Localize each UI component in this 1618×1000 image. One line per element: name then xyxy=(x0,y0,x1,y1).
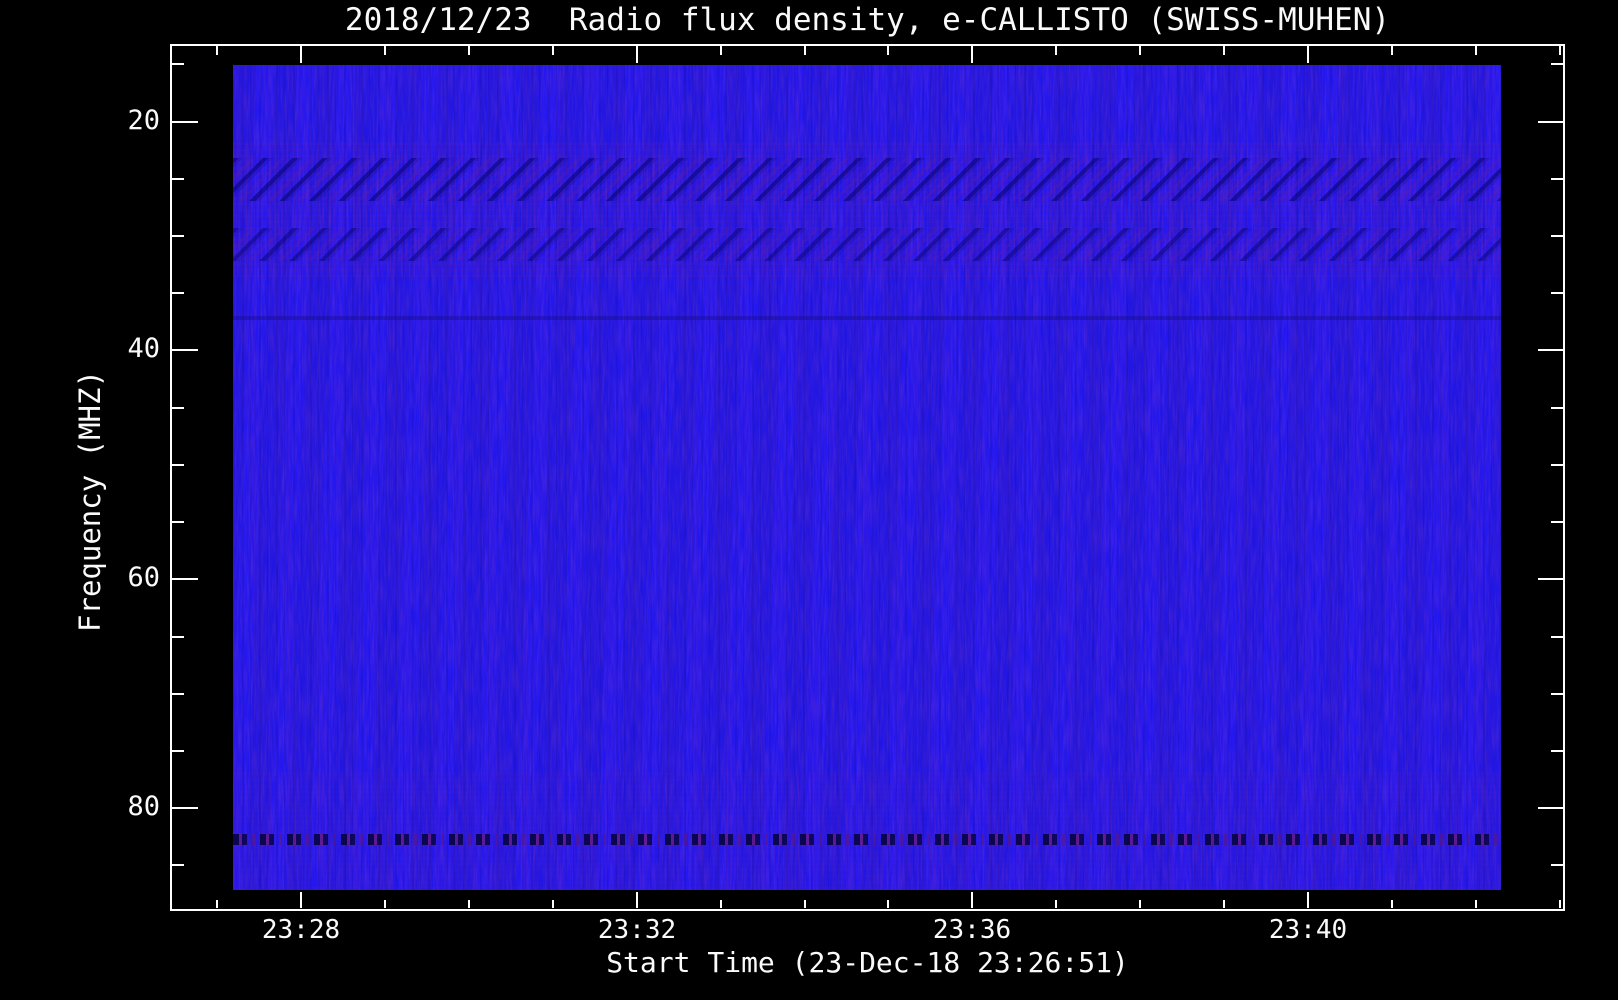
axis-tick xyxy=(1391,46,1393,55)
axis-tick xyxy=(172,235,184,237)
axis-tick xyxy=(1307,892,1309,908)
axis-tick xyxy=(971,892,973,908)
axis-tick xyxy=(1551,750,1563,752)
axis-tick xyxy=(1139,900,1141,908)
axis-tick xyxy=(1538,121,1563,123)
axis-tick xyxy=(804,900,806,908)
axis-tick xyxy=(1475,900,1477,908)
axis-tick xyxy=(887,46,889,55)
axis-tick xyxy=(172,750,184,752)
axis-tick xyxy=(552,900,554,908)
y-tick-label: 80 xyxy=(127,791,160,822)
axis-tick xyxy=(1551,292,1563,294)
axis-tick xyxy=(1538,578,1563,580)
axis-tick xyxy=(172,636,184,638)
y-axis-label: Frequency (MHZ) xyxy=(73,370,107,632)
axis-tick xyxy=(172,63,184,65)
axis-tick xyxy=(216,900,218,908)
axis-tick xyxy=(1055,46,1057,55)
axis-tick xyxy=(720,900,722,908)
axis-tick xyxy=(552,46,554,55)
axis-tick xyxy=(1559,46,1561,55)
axis-tick xyxy=(216,46,218,55)
axis-tick xyxy=(172,349,198,351)
x-tick-label: 23:40 xyxy=(1268,915,1348,945)
axis-tick xyxy=(172,121,198,123)
axis-tick xyxy=(1551,235,1563,237)
axis-tick xyxy=(971,46,973,63)
axis-tick xyxy=(1559,900,1561,908)
axis-tick xyxy=(1475,46,1477,55)
spectrogram-image xyxy=(233,65,1501,890)
axis-tick xyxy=(384,46,386,55)
x-tick-label: 23:32 xyxy=(597,915,677,945)
axis-tick xyxy=(1139,46,1141,55)
axis-tick xyxy=(172,807,198,809)
axis-tick xyxy=(636,892,638,908)
axis-tick xyxy=(172,864,184,866)
sweep-rfi-band-2 xyxy=(233,228,1501,261)
axis-tick xyxy=(1055,900,1057,908)
axis-tick xyxy=(1551,864,1563,866)
chart-title: 2018/12/23 Radio flux density, e-CALLIST… xyxy=(344,2,1391,38)
axis-tick xyxy=(172,578,198,580)
axis-tick xyxy=(300,892,302,908)
axis-tick xyxy=(804,46,806,55)
plot-axes-box xyxy=(170,44,1565,911)
axis-tick xyxy=(384,900,386,908)
axis-tick xyxy=(172,521,184,523)
x-tick-label: 23:36 xyxy=(932,915,1012,945)
axis-tick xyxy=(1391,900,1393,908)
faint-rfi-line-37mhz xyxy=(233,316,1501,320)
rfi-dashed-line-83mhz xyxy=(233,834,1501,845)
sweep-rfi-band-1 xyxy=(233,158,1501,201)
axis-tick xyxy=(172,693,184,695)
axis-tick xyxy=(1223,46,1225,55)
axis-tick xyxy=(1551,407,1563,409)
axis-tick xyxy=(1551,636,1563,638)
axis-tick xyxy=(1538,349,1563,351)
axis-tick xyxy=(636,46,638,63)
axis-tick xyxy=(1551,464,1563,466)
axis-tick xyxy=(720,46,722,55)
axis-tick xyxy=(172,464,184,466)
y-tick-label: 20 xyxy=(127,105,160,136)
axis-tick xyxy=(1223,900,1225,908)
axis-tick xyxy=(300,46,302,63)
spectrogram-noise-texture xyxy=(233,65,1501,890)
x-axis-label: Start Time (23-Dec-18 23:26:51) xyxy=(606,946,1129,979)
x-tick-label: 23:28 xyxy=(261,915,341,945)
axis-tick xyxy=(172,292,184,294)
y-tick-label: 60 xyxy=(127,562,160,593)
axis-tick xyxy=(1551,521,1563,523)
axis-tick xyxy=(1551,178,1563,180)
axis-tick xyxy=(468,46,470,55)
axis-tick xyxy=(468,900,470,908)
purple-speckle-lower xyxy=(233,772,1501,889)
axis-tick xyxy=(1307,46,1309,63)
axis-tick xyxy=(172,407,184,409)
axis-tick xyxy=(1538,807,1563,809)
y-tick-label: 40 xyxy=(127,333,160,364)
axis-tick xyxy=(887,900,889,908)
axis-tick xyxy=(172,178,184,180)
axis-tick xyxy=(1551,693,1563,695)
axis-tick xyxy=(1551,63,1563,65)
